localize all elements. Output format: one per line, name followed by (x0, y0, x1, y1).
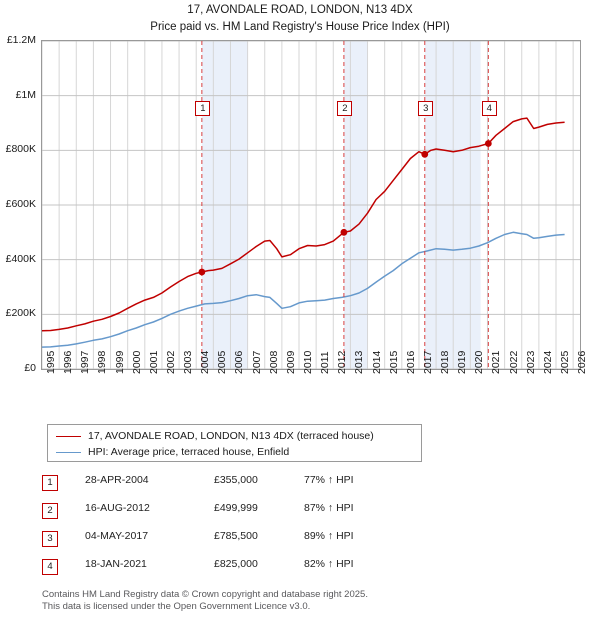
y-tick-label: £0 (24, 362, 36, 374)
x-tick-label: 1999 (113, 350, 126, 374)
row-price: £355,000 (214, 474, 258, 486)
legend-item-property: 17, AVONDALE ROAD, LONDON, N13 4DX (terr… (56, 430, 374, 442)
y-tick-label: £200K (5, 307, 36, 320)
x-tick-label: 2005 (216, 350, 229, 374)
row-hpi-delta: 87% ↑ HPI (304, 502, 354, 514)
x-tick-label: 2000 (130, 350, 143, 374)
row-price: £825,000 (214, 558, 258, 570)
event-marker-box: 3 (418, 101, 434, 116)
x-tick-label: 2006 (233, 350, 246, 374)
x-tick-label: 2004 (199, 350, 212, 374)
legend-swatch-hpi (56, 451, 81, 453)
row-hpi-delta: 82% ↑ HPI (304, 558, 354, 570)
row-price: £785,500 (214, 530, 258, 542)
y-axis-labels: £0 £200K £400K £600K £800K £1M £1.2M (0, 34, 39, 374)
row-index-box: 1 (42, 475, 58, 491)
x-tick-label: 2002 (164, 350, 177, 374)
x-tick-label: 2014 (370, 350, 383, 374)
sales-table: 1 28-APR-2004 £355,000 77% ↑ HPI 2 16-AUG-201… (42, 472, 462, 584)
x-tick-label: 1998 (96, 350, 109, 374)
x-tick-label: 2016 (404, 350, 417, 374)
x-tick-label: 2012 (336, 350, 349, 374)
x-tick-label: 2021 (490, 350, 503, 374)
x-tick-label: 1996 (62, 350, 75, 374)
x-tick-label: 2013 (353, 350, 366, 374)
x-tick-label: 2010 (302, 350, 314, 374)
page-subtitle: Price paid vs. HM Land Registry's House … (150, 21, 450, 33)
row-price: £499,999 (214, 502, 258, 514)
y-tick-label: £600K (5, 198, 36, 210)
footer-line-1: Contains HM Land Registry data © Crown c… (42, 589, 368, 600)
row-index-box: 3 (42, 531, 58, 547)
row-date: 04-MAY-2017 (85, 530, 149, 542)
page-title: 17, AVONDALE ROAD, LONDON, N13 4DX (187, 4, 413, 16)
event-marker-box: 4 (481, 101, 497, 116)
row-index-box: 2 (42, 503, 58, 519)
row-hpi-delta: 89% ↑ HPI (304, 530, 354, 542)
legend-label-hpi: HPI: Average price, terraced house, Enfi… (88, 446, 290, 458)
x-tick-label: 2017 (421, 350, 434, 374)
x-tick-label: 2003 (182, 350, 195, 374)
table-row: 4 18-JAN-2021 £825,000 82% ↑ HPI (42, 556, 462, 584)
x-tick-label: 1997 (79, 350, 92, 374)
event-marker-box: 2 (337, 101, 353, 116)
row-date: 28-APR-2004 (85, 474, 149, 486)
legend-label-property: 17, AVONDALE ROAD, LONDON, N13 4DX (terr… (88, 430, 374, 442)
y-tick-label: £800K (5, 143, 36, 156)
x-tick-label: 2022 (507, 350, 520, 374)
x-tick-label: 2023 (524, 350, 537, 374)
x-tick-label: 1995 (45, 350, 57, 374)
x-tick-label: 2026 (576, 350, 589, 374)
x-tick-label: 2018 (439, 350, 452, 374)
row-hpi-delta: 77% ↑ HPI (304, 474, 354, 486)
x-tick-label: 2011 (319, 351, 332, 374)
row-index-box: 4 (42, 559, 58, 575)
legend-swatch-property (56, 435, 81, 437)
footer-line-2: This data is licensed under the Open Gov… (42, 601, 311, 612)
x-axis-labels: 1995 1996 1997 1998 1999 2000 2001 2002 2003 2004… (41, 351, 588, 418)
footer: Contains HM Land Registry data © Crown c… (42, 589, 582, 613)
x-tick-label: 2024 (541, 350, 554, 374)
table-row: 3 04-MAY-2017 £785,500 89% ↑ HPI (42, 528, 462, 556)
y-tick-label: £1M (15, 88, 36, 101)
chart-legend: 17, AVONDALE ROAD, LONDON, N13 4DX (terr… (47, 424, 422, 462)
x-tick-label: 2008 (267, 350, 280, 374)
y-tick-label: £1.2M (6, 34, 36, 46)
x-tick-label: 2020 (473, 350, 486, 374)
x-tick-label: 2001 (147, 350, 160, 374)
x-tick-label: 2025 (559, 350, 571, 374)
chart-svg (42, 41, 580, 369)
y-tick-label: £400K (5, 252, 36, 265)
row-date: 18-JAN-2021 (85, 558, 147, 570)
plot-area: 1 2 3 4 (41, 40, 581, 370)
event-marker-box: 1 (195, 101, 211, 116)
x-tick-label: 2019 (456, 350, 469, 374)
x-tick-label: 2009 (284, 350, 297, 374)
table-row: 2 16-AUG-2012 £499,999 87% ↑ HPI (42, 500, 462, 528)
plot-inner (42, 41, 580, 369)
row-date: 16-AUG-2012 (85, 502, 150, 514)
x-tick-label: 2007 (250, 350, 263, 374)
table-row: 1 28-APR-2004 £355,000 77% ↑ HPI (42, 472, 462, 500)
x-tick-label: 2015 (387, 350, 400, 374)
legend-item-hpi: HPI: Average price, terraced house, Enfi… (56, 446, 289, 458)
